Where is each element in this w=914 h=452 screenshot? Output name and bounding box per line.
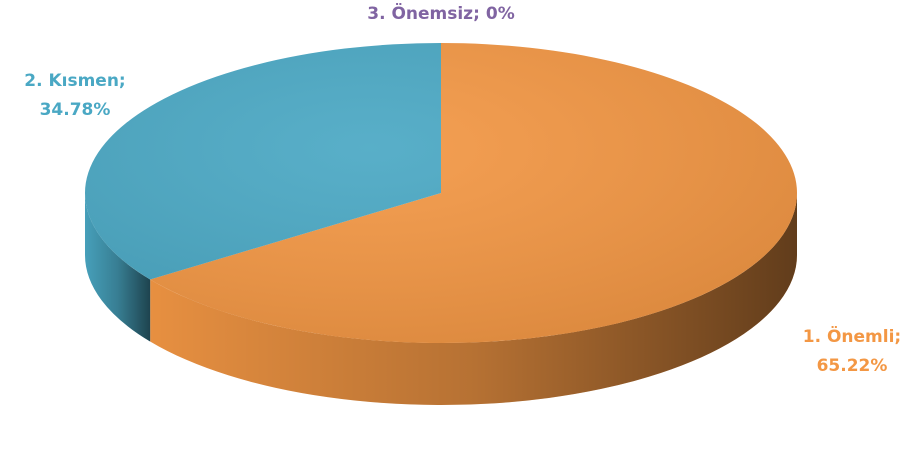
pie-side-shade <box>85 193 151 342</box>
data-label: 2. Kısmen; 34.78% <box>24 71 125 120</box>
label-separator: ; <box>473 4 480 24</box>
data-label: 3. Önemsiz; 0% <box>367 2 515 24</box>
pie-side-shade <box>150 193 798 405</box>
label-value: 65.22% <box>817 356 888 376</box>
label-category: 2. Kısmen <box>24 71 119 91</box>
label-value: 0% <box>486 4 515 24</box>
label-separator: ; <box>119 71 126 91</box>
data-label: 1. Önemli; 65.22% <box>803 325 901 376</box>
label-category: 1. Önemli <box>803 325 895 347</box>
label-category: 3. Önemsiz <box>367 2 473 24</box>
label-separator: ; <box>894 327 901 347</box>
label-value: 34.78% <box>40 100 111 120</box>
pie-top-shade <box>85 43 797 343</box>
